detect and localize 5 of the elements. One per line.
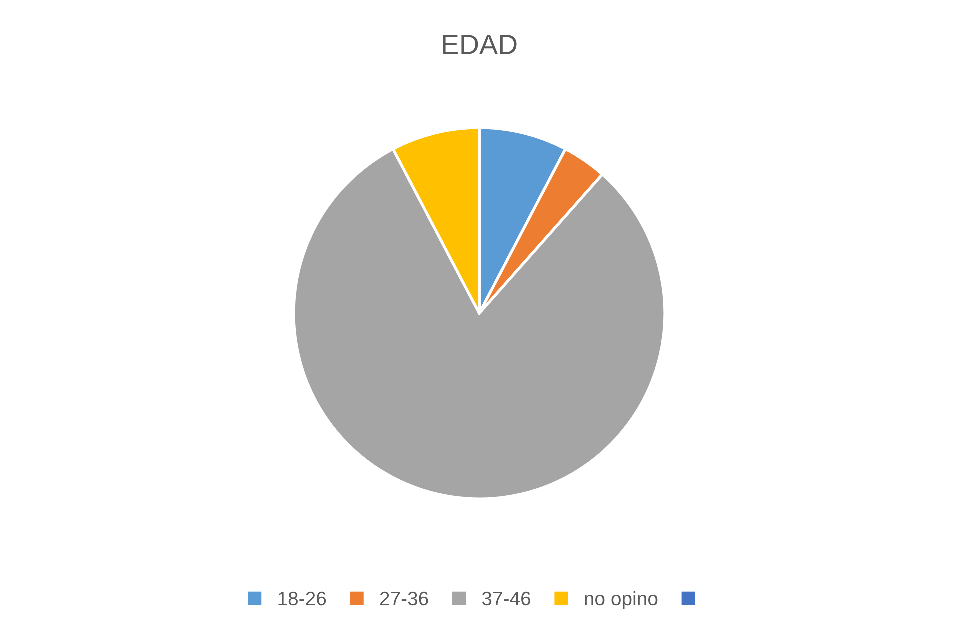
chart-title: EDAD	[443, 35, 517, 54]
legend-label: 27-36	[380, 592, 428, 606]
legend-label: 37-46	[482, 592, 531, 606]
legend-label: 18-26	[278, 592, 326, 606]
legend-label: no opino	[585, 591, 658, 610]
